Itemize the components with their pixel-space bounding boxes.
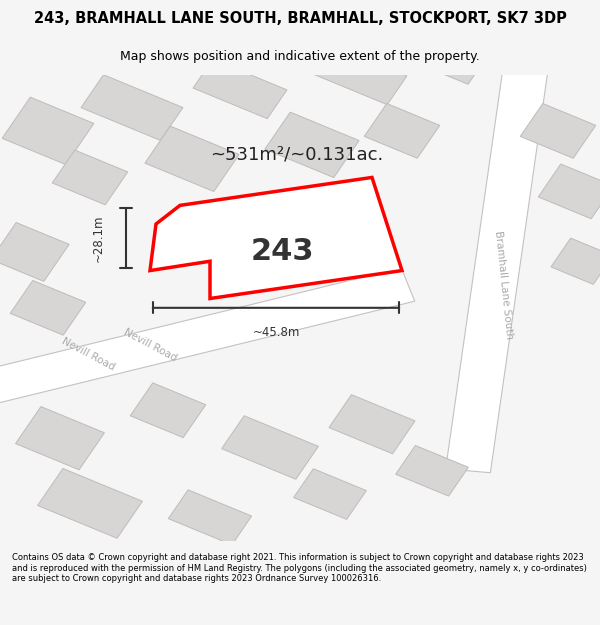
- Polygon shape: [538, 164, 600, 219]
- Text: 243, BRAMHALL LANE SOUTH, BRAMHALL, STOCKPORT, SK7 3DP: 243, BRAMHALL LANE SOUTH, BRAMHALL, STOC…: [34, 11, 566, 26]
- Polygon shape: [221, 416, 319, 479]
- Text: Nevill Road: Nevill Road: [60, 336, 116, 372]
- Polygon shape: [415, 38, 485, 84]
- Text: ~28.1m: ~28.1m: [92, 214, 105, 262]
- Polygon shape: [150, 177, 402, 299]
- Polygon shape: [313, 45, 407, 105]
- Polygon shape: [265, 112, 359, 178]
- Text: 243: 243: [250, 238, 314, 266]
- Text: Nevill Road: Nevill Road: [122, 327, 178, 363]
- Polygon shape: [52, 150, 128, 205]
- Polygon shape: [395, 446, 469, 496]
- Text: Bramhall Lane South: Bramhall Lane South: [493, 230, 515, 339]
- Polygon shape: [16, 407, 104, 470]
- Polygon shape: [38, 469, 142, 538]
- Polygon shape: [81, 75, 183, 141]
- Polygon shape: [446, 50, 550, 472]
- Polygon shape: [145, 126, 239, 191]
- Polygon shape: [169, 490, 251, 545]
- Polygon shape: [551, 238, 600, 284]
- Polygon shape: [0, 222, 69, 281]
- Text: ~531m²/~0.131ac.: ~531m²/~0.131ac.: [210, 145, 383, 163]
- Text: Map shows position and indicative extent of the property.: Map shows position and indicative extent…: [120, 50, 480, 62]
- Text: ~45.8m: ~45.8m: [253, 326, 299, 339]
- Polygon shape: [364, 104, 440, 158]
- Text: Contains OS data © Crown copyright and database right 2021. This information is : Contains OS data © Crown copyright and d…: [12, 553, 587, 583]
- Polygon shape: [293, 469, 367, 519]
- Polygon shape: [0, 268, 415, 408]
- Polygon shape: [2, 98, 94, 164]
- Polygon shape: [10, 281, 86, 335]
- Polygon shape: [520, 104, 596, 158]
- Polygon shape: [130, 383, 206, 438]
- Polygon shape: [329, 394, 415, 454]
- Polygon shape: [193, 59, 287, 119]
